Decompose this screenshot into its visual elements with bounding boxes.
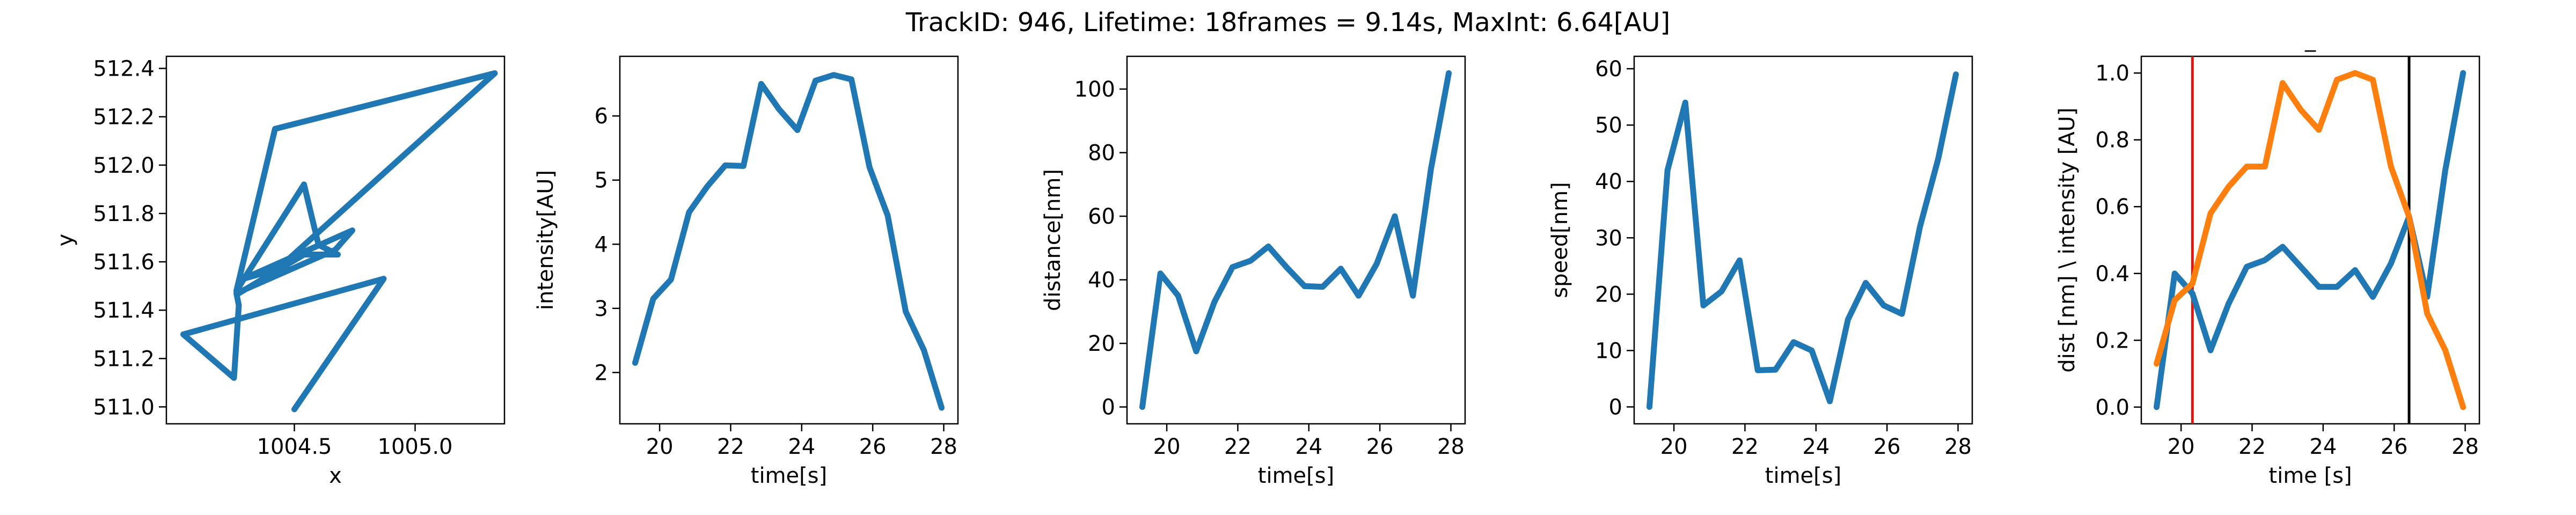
distance-xtick-label: 26 bbox=[1366, 435, 1394, 459]
speed-ytick-label: 50 bbox=[1595, 113, 1622, 138]
distance-xtick-label: 24 bbox=[1295, 435, 1322, 459]
normalized-ylabel: dist [nm] \ intensity [AU] bbox=[2055, 107, 2080, 372]
speed-ylabel: speed[nm] bbox=[1548, 182, 1572, 298]
trajectory-axes-frame bbox=[165, 55, 506, 425]
intensity-xtick-label: 24 bbox=[788, 435, 815, 459]
speed-xtick-label: 22 bbox=[1731, 435, 1759, 459]
intensity-xtick-label: 28 bbox=[930, 435, 957, 459]
intensity-series-line-0 bbox=[632, 72, 945, 411]
speed-series-line-0 bbox=[1646, 71, 1959, 410]
distance-ytick-label: 100 bbox=[1074, 77, 1115, 102]
normalized-xtick-label: 20 bbox=[2168, 435, 2195, 459]
distance-xtick-label: 22 bbox=[1224, 435, 1252, 459]
trajectory-ytick-label: 512.4 bbox=[93, 57, 155, 82]
distance-ytick-label: 20 bbox=[1088, 332, 1115, 356]
normalized-ytick-label: 1.0 bbox=[2095, 61, 2129, 86]
distance-ytick-label: 80 bbox=[1088, 141, 1115, 166]
trajectory-series-line-0 bbox=[180, 70, 498, 413]
normalized-xtick-label: 26 bbox=[2381, 435, 2408, 459]
distance-xtick-label: 28 bbox=[1437, 435, 1465, 459]
intensity-xtick-label: 22 bbox=[717, 435, 744, 459]
distance-series-line-0 bbox=[1139, 70, 1452, 410]
distance-ylabel: distance[nm] bbox=[1041, 169, 1065, 311]
speed-ytick-label: 10 bbox=[1595, 339, 1622, 363]
normalized-ytick-label: 0.4 bbox=[2095, 262, 2129, 286]
normalized-xtick-label: 22 bbox=[2238, 435, 2266, 459]
distance-xtick-label: 20 bbox=[1153, 435, 1181, 459]
intensity-ytick-label: 4 bbox=[595, 232, 608, 257]
intensity-axes-frame bbox=[619, 55, 959, 425]
normalized-title: _ bbox=[2304, 27, 2316, 52]
trajectory-ylabel: y bbox=[53, 234, 78, 247]
speed-ytick-label: 20 bbox=[1595, 282, 1622, 307]
panel-trajectory: 1004.5 1005.0 511.0 511.2 511.4 511.6 511.8 512… bbox=[53, 55, 506, 488]
normalized-ytick-label: 0.6 bbox=[2095, 195, 2129, 219]
trajectory-ytick-label: 511.4 bbox=[93, 298, 155, 323]
distance-xlabel: time[s] bbox=[1258, 464, 1334, 488]
panel-speed: 20 22 24 26 28 0 10 20 30 40 50 60 time[s] speed[nm] bbox=[1548, 55, 1973, 488]
normalized-xlabel: time [s] bbox=[2268, 464, 2352, 488]
intensity-ytick-label: 2 bbox=[595, 360, 608, 385]
trajectory-xlabel: x bbox=[329, 464, 342, 488]
panel-normalized: 20 22 24 26 28 0.0 0.2 0.4 0.6 0.8 1.0 time [s] dist… bbox=[2055, 27, 2480, 488]
distance-ytick-label: 0 bbox=[1102, 395, 1115, 420]
normalized-ytick-label: 0.0 bbox=[2095, 395, 2129, 420]
intensity-xtick-label: 20 bbox=[646, 435, 674, 459]
normalized-ytick-label: 0.8 bbox=[2095, 128, 2129, 153]
figure-suptitle: TrackID: 946, Lifetime: 18frames = 9.14s… bbox=[905, 8, 1671, 38]
trajectory-ytick-label: 511.2 bbox=[93, 347, 155, 371]
speed-xlabel: time[s] bbox=[1765, 464, 1841, 488]
panel-distance: 20 22 24 26 28 0 20 40 60 80 100 time[s] distance[nm… bbox=[1041, 55, 1466, 488]
trajectory-ytick-label: 511.6 bbox=[93, 250, 155, 275]
distance-ytick-label: 60 bbox=[1088, 204, 1115, 229]
speed-ytick-label: 40 bbox=[1595, 170, 1622, 194]
speed-ytick-label: 0 bbox=[1609, 395, 1622, 420]
trajectory-ytick-label: 511.0 bbox=[93, 395, 155, 420]
speed-ytick-label: 30 bbox=[1595, 226, 1622, 251]
normalized-axes-frame bbox=[2140, 55, 2480, 425]
panel-intensity: 20 22 24 26 28 2 3 4 5 6 time[s] intensity[AU] bbox=[533, 55, 959, 488]
panels-container: 1004.5 1005.0 511.0 511.2 511.4 511.6 511.8 512… bbox=[53, 27, 2480, 488]
normalized-xtick-label: 24 bbox=[2309, 435, 2337, 459]
trajectory-xtick-label: 1004.5 bbox=[257, 435, 332, 459]
trajectory-ytick-label: 512.2 bbox=[93, 105, 155, 130]
normalized-series-line-1 bbox=[2154, 70, 2467, 410]
speed-axes-frame bbox=[1633, 55, 1973, 425]
intensity-ytick-label: 3 bbox=[595, 297, 608, 321]
distance-axes-frame bbox=[1126, 55, 1466, 425]
normalized-ytick-label: 0.2 bbox=[2095, 328, 2129, 353]
intensity-ylabel: intensity[AU] bbox=[533, 170, 558, 310]
speed-xtick-label: 26 bbox=[1874, 435, 1901, 459]
normalized-xtick-label: 28 bbox=[2451, 435, 2479, 459]
speed-xtick-label: 24 bbox=[1802, 435, 1829, 459]
speed-xtick-label: 28 bbox=[1944, 435, 1972, 459]
distance-ytick-label: 40 bbox=[1088, 268, 1115, 293]
speed-xtick-label: 20 bbox=[1660, 435, 1688, 459]
trajectory-xtick-label: 1005.0 bbox=[378, 435, 453, 459]
trajectory-ytick-label: 512.0 bbox=[93, 153, 155, 178]
trajectory-ytick-label: 511.8 bbox=[93, 202, 155, 226]
intensity-xlabel: time[s] bbox=[751, 464, 827, 488]
intensity-ytick-label: 6 bbox=[595, 104, 608, 129]
intensity-xtick-label: 26 bbox=[859, 435, 887, 459]
speed-ytick-label: 60 bbox=[1595, 57, 1622, 82]
intensity-ytick-label: 5 bbox=[595, 168, 608, 193]
